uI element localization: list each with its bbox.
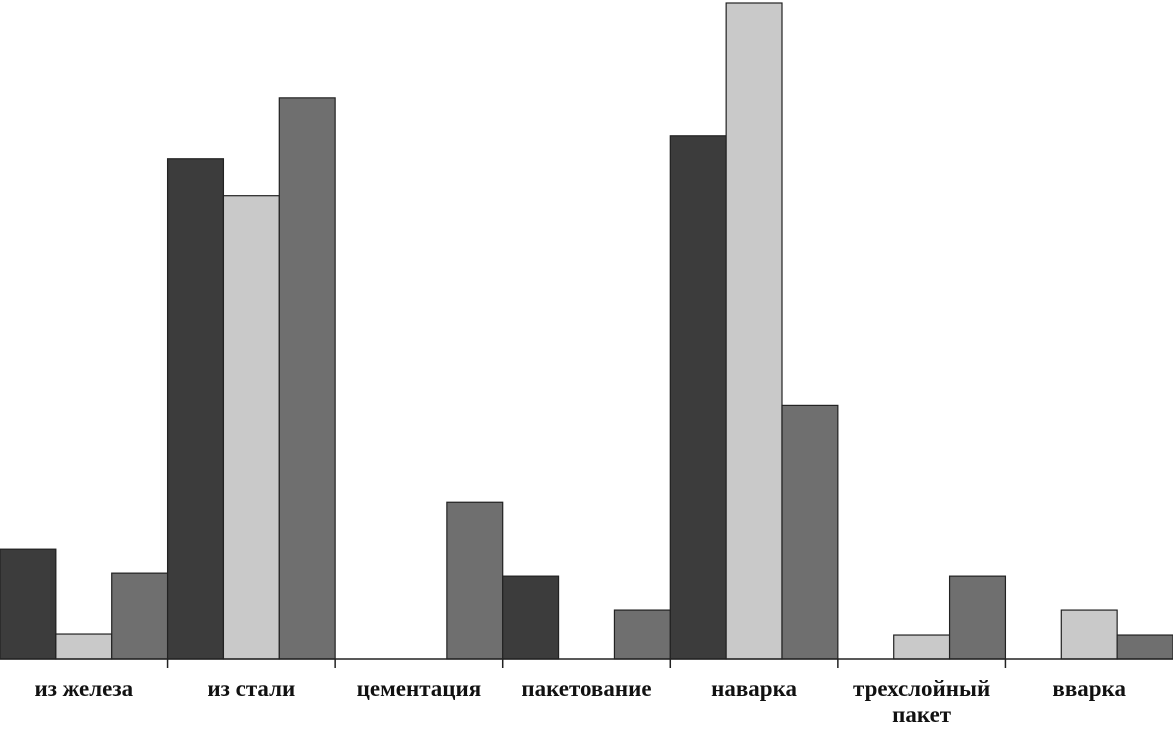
bar <box>669 135 727 660</box>
bar <box>781 404 839 660</box>
x-tick-label: цементация <box>356 676 482 701</box>
x-tick-label: пакетование <box>521 676 652 701</box>
x-tick-label: из железа <box>34 676 134 701</box>
bar <box>166 158 225 660</box>
bar <box>502 575 560 660</box>
plot-area <box>0 2 1173 668</box>
bar <box>55 633 113 660</box>
bar <box>0 548 57 660</box>
x-tick-label: вварка <box>1052 676 1126 701</box>
bar <box>222 195 280 660</box>
bar <box>725 2 783 660</box>
x-tick-label: трехслойный пакет <box>852 676 991 727</box>
bar <box>446 501 504 660</box>
bar <box>948 575 1007 660</box>
bar <box>278 97 336 660</box>
bar <box>1060 609 1118 660</box>
bar <box>893 634 951 660</box>
bar <box>1116 634 1173 660</box>
bar <box>613 609 671 660</box>
bar <box>111 572 169 660</box>
x-tick-label: наварка <box>711 676 797 701</box>
x-tick-label: из стали <box>207 676 296 701</box>
